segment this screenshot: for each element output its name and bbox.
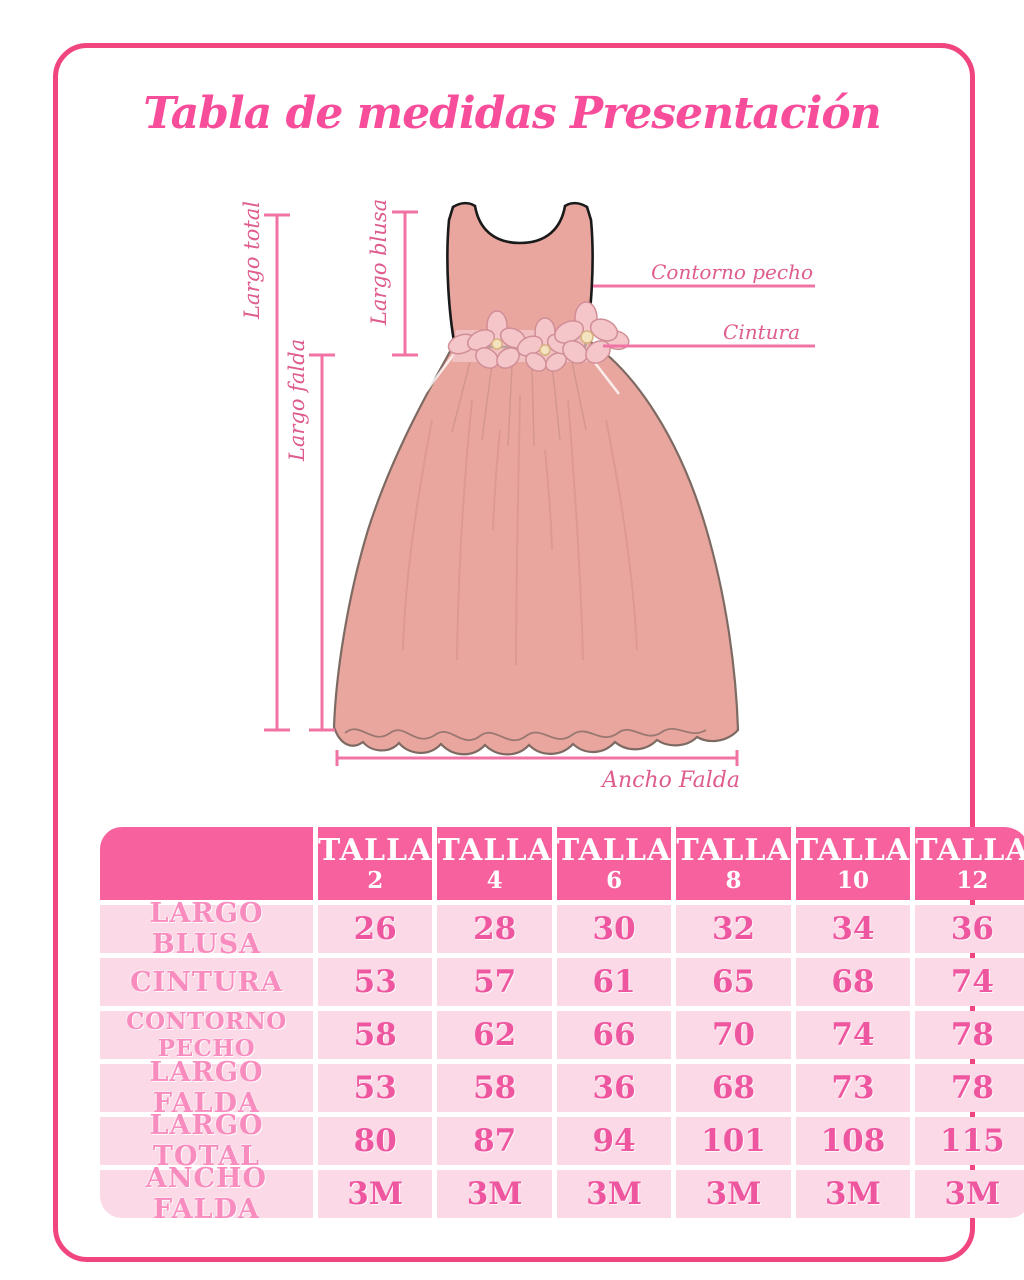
row-label-ancho-falda: ANCHO FALDA <box>100 1163 313 1225</box>
table-header-talla-10: TALLA 10 <box>795 827 911 900</box>
table-value: 3M <box>676 1170 791 1218</box>
table-value: 3M <box>795 1170 911 1218</box>
table-value: 3M <box>318 1170 433 1218</box>
table-value: 74 <box>795 1011 911 1059</box>
table-value: 68 <box>676 1064 791 1112</box>
row-label-contorno-pecho: CONTORNO PECHO <box>100 1008 313 1062</box>
table-header-empty-cell <box>100 827 313 900</box>
row-label-largo-falda: LARGO FALDA <box>100 1057 313 1119</box>
table-value: 78 <box>915 1011 1024 1059</box>
table-value: 94 <box>556 1117 672 1165</box>
table-value: 36 <box>556 1064 672 1112</box>
table-header-talla-6: TALLA 6 <box>556 827 672 900</box>
table-value: 28 <box>437 905 552 953</box>
table-value: 58 <box>318 1011 433 1059</box>
table-value: 74 <box>915 958 1024 1006</box>
size-word: TALLA <box>915 832 1024 868</box>
row-label-cintura: CINTURA <box>100 958 313 1006</box>
table-value: 36 <box>915 905 1024 953</box>
table-value: 66 <box>556 1011 672 1059</box>
cintura-label: Cintura <box>723 320 800 344</box>
table-value: 73 <box>795 1064 911 1112</box>
table-value: 58 <box>437 1064 552 1112</box>
ancho-falda-line <box>335 750 739 766</box>
ancho-falda-label: Ancho Falda <box>600 768 740 793</box>
size-word: TALLA <box>318 832 433 868</box>
table-value: 30 <box>556 905 672 953</box>
largo-falda-line <box>309 353 335 732</box>
size-number: 12 <box>956 866 989 894</box>
row-label-largo-total: LARGO TOTAL <box>100 1110 313 1172</box>
size-word: TALLA <box>437 832 552 868</box>
table-value: 3M <box>915 1170 1024 1218</box>
skirt-fold-lines <box>402 394 638 666</box>
size-word: TALLA <box>676 832 791 868</box>
table-value: 32 <box>676 905 791 953</box>
size-number: 4 <box>486 866 503 894</box>
page-title: Tabla de medidas Presentación <box>143 88 882 139</box>
table-header-talla-2: TALLA 2 <box>318 827 433 900</box>
dress-bodice <box>446 201 594 349</box>
table-value: 62 <box>437 1011 552 1059</box>
table-value: 3M <box>437 1170 552 1218</box>
table-header-talla-8: TALLA 8 <box>676 827 791 900</box>
size-number: 10 <box>836 866 869 894</box>
table-value: 65 <box>676 958 791 1006</box>
skirt-hem-ruffle <box>344 727 707 742</box>
table-value: 80 <box>318 1117 433 1165</box>
table-value: 3M <box>556 1170 672 1218</box>
largo-total-label: Largo total <box>240 201 264 320</box>
measurement-labels: Largo total Largo falda Largo blusa Cont… <box>240 199 813 793</box>
largo-blusa-label: Largo blusa <box>367 199 391 326</box>
table-value: 87 <box>437 1117 552 1165</box>
table-value: 57 <box>437 958 552 1006</box>
largo-total-line <box>264 213 290 732</box>
dress-skirt <box>332 338 740 756</box>
table-value: 26 <box>318 905 433 953</box>
table-value: 115 <box>915 1117 1024 1165</box>
dress-illustration <box>332 201 740 756</box>
table-value: 61 <box>556 958 672 1006</box>
table-value: 108 <box>795 1117 911 1165</box>
contorno-pecho-label: Contorno pecho <box>651 260 813 284</box>
table-value: 70 <box>676 1011 791 1059</box>
size-table: TALLA 2 TALLA 4 TALLA 6 TALLA 8 TALLA 10… <box>100 827 1024 1225</box>
table-value: 34 <box>795 905 911 953</box>
largo-falda-label: Largo falda <box>285 339 309 462</box>
skirt-gathers <box>451 361 587 447</box>
table-value: 53 <box>318 1064 433 1112</box>
size-word: TALLA <box>556 832 672 868</box>
table-header-talla-12: TALLA 12 <box>915 827 1024 900</box>
size-number: 6 <box>606 866 623 894</box>
measurement-lines <box>264 210 815 766</box>
size-number: 2 <box>367 866 384 894</box>
size-word: TALLA <box>795 832 911 868</box>
largo-blusa-line <box>392 210 418 357</box>
size-number: 8 <box>725 866 742 894</box>
table-header-talla-4: TALLA 4 <box>437 827 552 900</box>
table-value: 68 <box>795 958 911 1006</box>
table-value: 78 <box>915 1064 1024 1112</box>
table-value: 101 <box>676 1117 791 1165</box>
row-label-largo-blusa: LARGO BLUSA <box>100 898 313 960</box>
table-value: 53 <box>318 958 433 1006</box>
